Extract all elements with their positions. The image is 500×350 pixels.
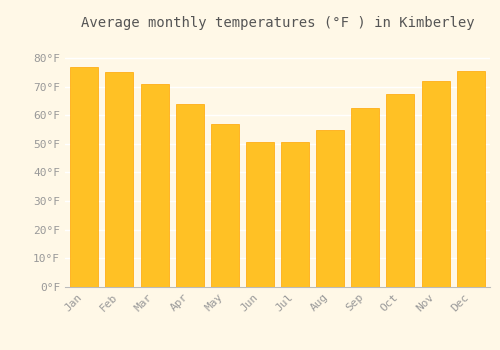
Title: Average monthly temperatures (°F ) in Kimberley: Average monthly temperatures (°F ) in Ki…: [80, 16, 474, 30]
Bar: [352, 108, 380, 287]
Bar: [140, 84, 168, 287]
Bar: [211, 124, 239, 287]
Bar: [106, 72, 134, 287]
Bar: [456, 71, 484, 287]
Bar: [176, 104, 204, 287]
Bar: [70, 66, 99, 287]
Bar: [422, 81, 450, 287]
Bar: [386, 94, 414, 287]
Bar: [281, 142, 309, 287]
Bar: [316, 130, 344, 287]
Bar: [246, 142, 274, 287]
